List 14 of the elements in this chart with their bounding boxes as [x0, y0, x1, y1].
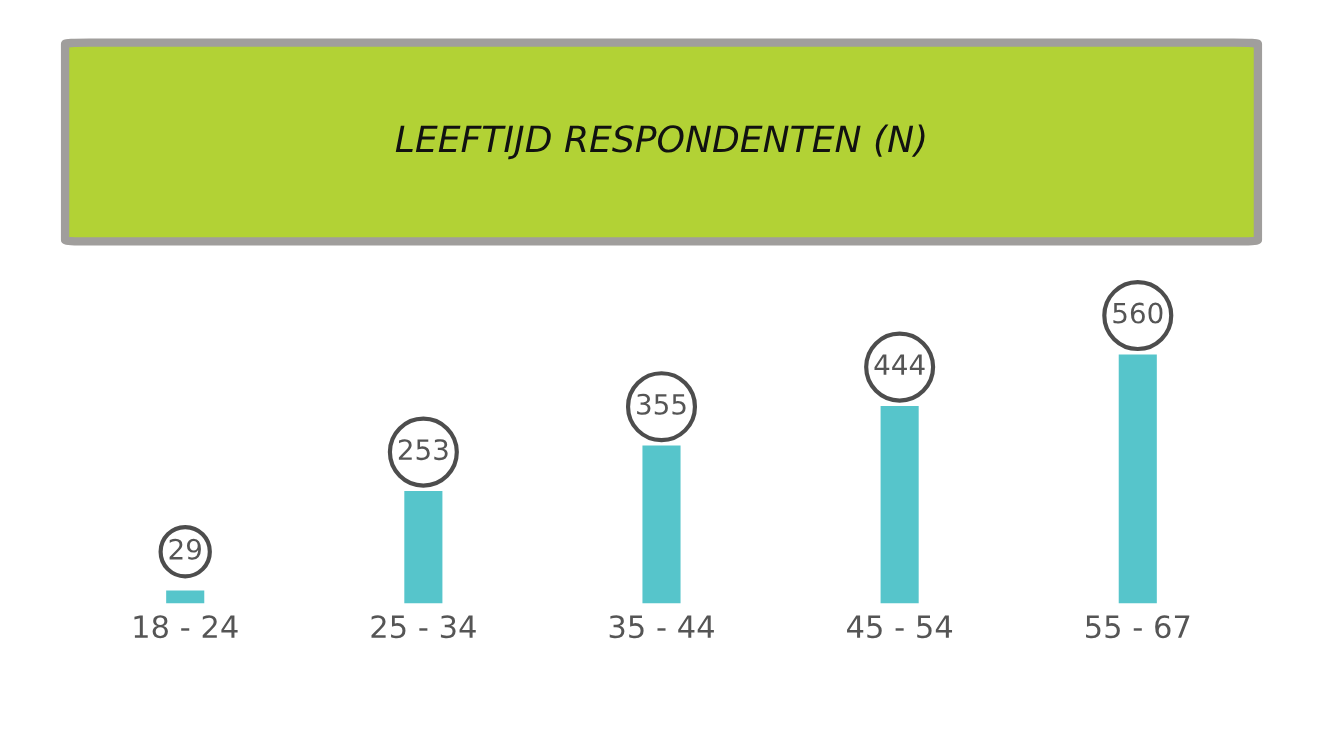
data-label: 444: [874, 354, 925, 375]
data-label: 253: [398, 439, 448, 461]
data-label: 355: [637, 393, 686, 415]
bar: [1118, 354, 1157, 604]
x-tick-label: 25 - 34: [371, 615, 476, 639]
bar: [166, 590, 205, 604]
x-tick-label: 55 - 67: [1086, 615, 1190, 639]
data-label: 560: [1113, 302, 1163, 324]
x-tick-label: 45 - 54: [847, 615, 953, 639]
x-tick-label: 18 - 24: [134, 615, 238, 639]
x-tick-label: 35 - 44: [609, 615, 714, 639]
chart-title: LEEFTIJD RESPONDENTEN (N): [395, 124, 925, 160]
bar: [880, 406, 919, 604]
data-label: 29: [169, 538, 201, 560]
